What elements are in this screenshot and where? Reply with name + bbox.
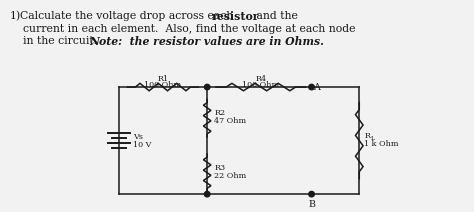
Circle shape <box>204 84 210 90</box>
Text: R4: R4 <box>255 75 266 83</box>
Text: L: L <box>370 136 374 141</box>
Text: 100 Ohm: 100 Ohm <box>145 81 182 89</box>
Text: in the circuit.: in the circuit. <box>23 36 104 46</box>
Text: R1: R1 <box>157 75 168 83</box>
Text: 1 k Ohm: 1 k Ohm <box>364 141 399 148</box>
Text: and the: and the <box>253 11 298 21</box>
Text: R3: R3 <box>214 164 225 172</box>
Text: Vs: Vs <box>133 133 143 141</box>
Text: Calculate the voltage drop across each: Calculate the voltage drop across each <box>20 11 237 21</box>
Circle shape <box>204 191 210 197</box>
Text: Note:  the resistor values are in Ohms.: Note: the resistor values are in Ohms. <box>89 36 324 47</box>
Text: 100 Ohm: 100 Ohm <box>242 81 279 89</box>
Text: R: R <box>364 132 370 140</box>
Text: 1): 1) <box>9 11 20 21</box>
Text: resistor: resistor <box>212 11 260 22</box>
Text: A: A <box>313 83 320 92</box>
Text: B: B <box>308 200 315 209</box>
Text: 47 Ohm: 47 Ohm <box>214 117 246 125</box>
Circle shape <box>309 191 314 197</box>
Circle shape <box>309 84 314 90</box>
Text: R2: R2 <box>214 109 225 117</box>
Text: 22 Ohm: 22 Ohm <box>214 172 246 180</box>
Text: 10 V: 10 V <box>133 141 151 149</box>
Text: current in each element.  Also, find the voltage at each node: current in each element. Also, find the … <box>23 24 356 34</box>
